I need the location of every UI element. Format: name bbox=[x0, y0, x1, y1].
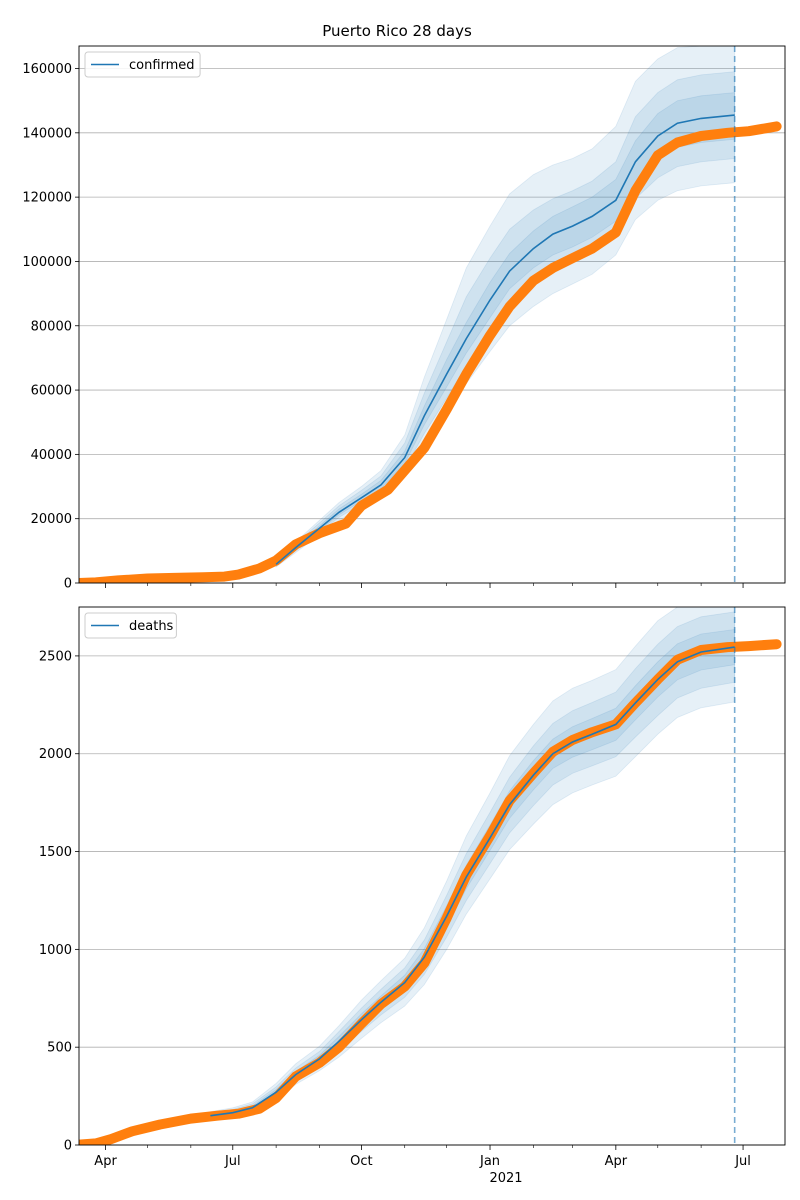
y-tick-label: 60000 bbox=[31, 384, 72, 399]
confirmed-panel: 0 20000 40000 60000 80000 100000 120000 140000 1… bbox=[22, 45, 786, 592]
deaths-panel: 0 500 1000 1500 2000 2500 Apr Jul Oct Jan Apr Jul de… bbox=[39, 606, 786, 1169]
legend-box bbox=[84, 612, 177, 639]
x-axis-year-label: 2021 bbox=[489, 1171, 522, 1186]
y-tick-label: 1500 bbox=[39, 845, 72, 860]
legend-label: confirmed bbox=[129, 58, 195, 73]
y-tick-label: 0 bbox=[64, 1139, 72, 1154]
y-tick-label: 20000 bbox=[31, 512, 72, 527]
y-tick-label: 80000 bbox=[31, 319, 72, 334]
x-tick-label: Jul bbox=[224, 1154, 241, 1169]
y-tick-label: 1000 bbox=[39, 943, 72, 958]
y-tick-label: 2000 bbox=[39, 747, 72, 762]
y-tick-label: 0 bbox=[64, 577, 72, 592]
legend: deaths bbox=[84, 612, 177, 639]
legend: confirmed bbox=[84, 51, 201, 78]
y-tick-label: 500 bbox=[47, 1041, 72, 1056]
y-tick-label: 2500 bbox=[39, 649, 72, 664]
y-tick-label: 120000 bbox=[22, 191, 72, 206]
x-tick-label: Apr bbox=[94, 1154, 117, 1169]
y-tick-label: 40000 bbox=[31, 448, 72, 463]
y-tick-label: 140000 bbox=[22, 126, 72, 141]
legend-box bbox=[84, 51, 201, 78]
axes-frame bbox=[78, 45, 786, 584]
x-tick-label: Apr bbox=[605, 1154, 628, 1169]
forecast-median-line bbox=[275, 114, 735, 565]
plot-area bbox=[79, 607, 782, 1145]
axes-frame bbox=[78, 606, 786, 1146]
plot-area bbox=[79, 46, 782, 583]
observed-series-line bbox=[79, 121, 782, 583]
chart-title: Puerto Rico 28 days bbox=[322, 22, 472, 40]
x-tick-label: Jan bbox=[479, 1154, 500, 1169]
y-tick-label: 100000 bbox=[22, 255, 72, 270]
legend-label: deaths bbox=[129, 619, 174, 634]
y-tick-label: 160000 bbox=[22, 62, 72, 77]
x-tick-label: Oct bbox=[350, 1154, 372, 1169]
x-tick-label: Jul bbox=[734, 1154, 751, 1169]
forecast-median-line bbox=[210, 646, 735, 1117]
